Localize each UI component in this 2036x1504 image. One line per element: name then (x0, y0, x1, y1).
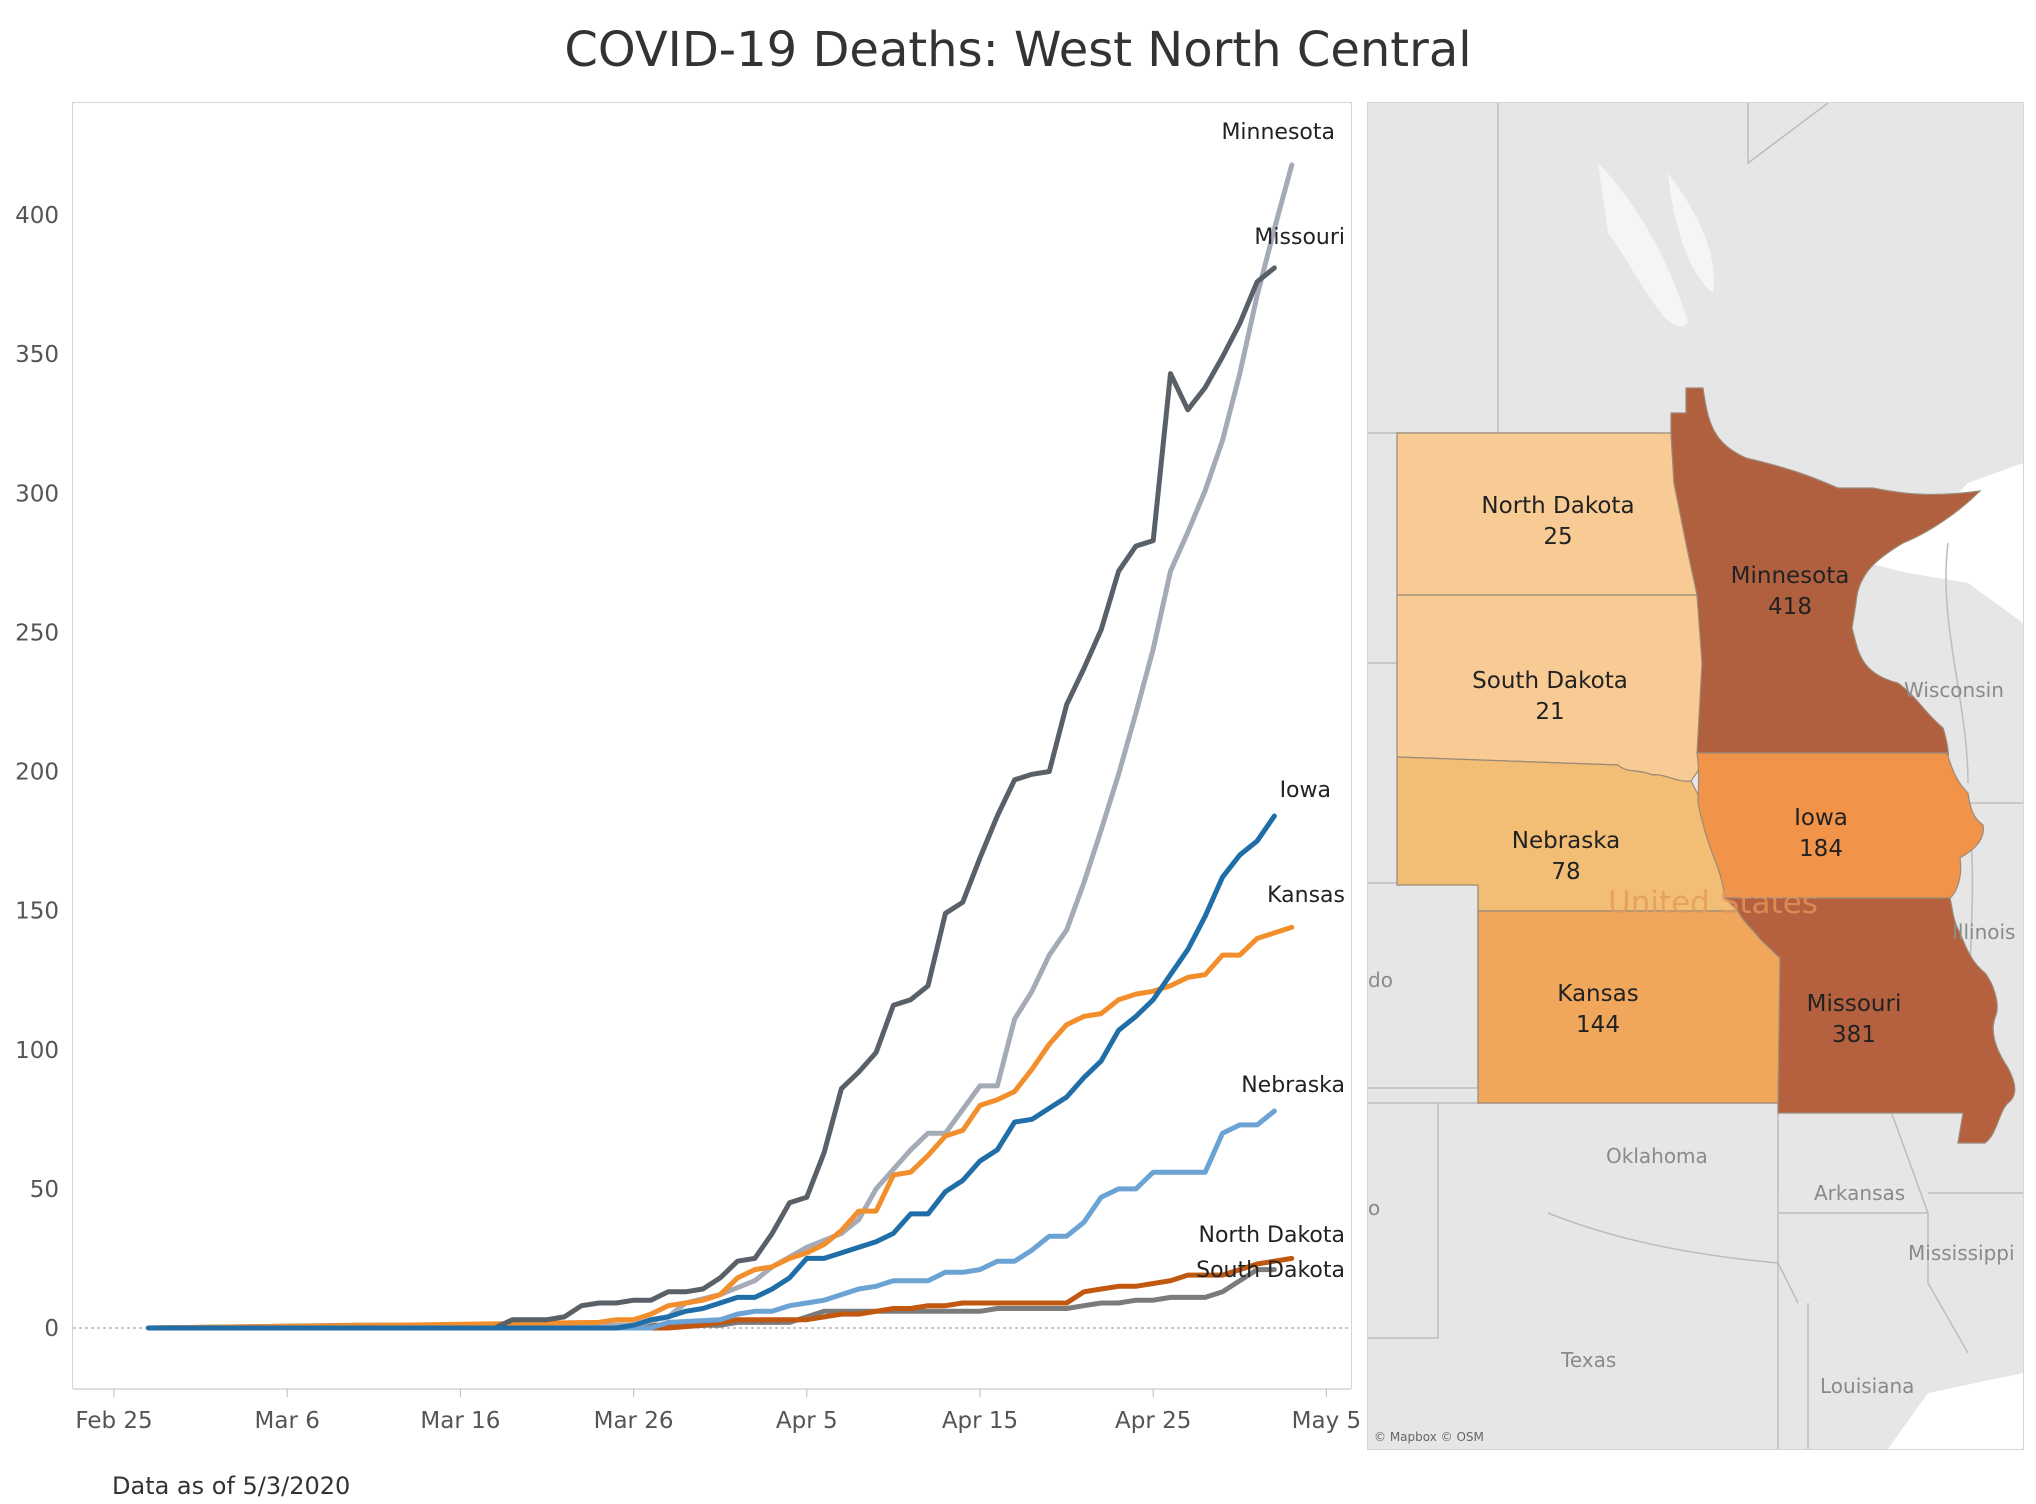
line-chart-svg: 0 50 100 150 200 250 300 350 400 Feb 25 Mar 6 Mar 1… (15, 120, 1361, 1434)
map-label-new-mexico-fragment: o (1368, 1196, 1380, 1220)
map-label-mississippi: Mississippi (1908, 1241, 2015, 1265)
state-name-label: South Dakota (1472, 668, 1628, 694)
x-tick-label: Feb 25 (75, 1408, 152, 1434)
y-tick-label: 200 (15, 760, 59, 786)
x-tick-label: Apr 15 (942, 1408, 1018, 1434)
y-tick-label: 400 (15, 203, 59, 229)
y-tick-label: 150 (15, 899, 59, 925)
map-label-illinois: Illinois (1952, 920, 2015, 944)
map-label-louisiana: Louisiana (1820, 1374, 1914, 1398)
x-tick-label: Mar 16 (420, 1408, 500, 1434)
map-svg: Wisconsin Illinois Oklahoma Arkansas Mis… (1368, 103, 2023, 1449)
state-minnesota[interactable] (1670, 387, 1982, 757)
state-name-label: Nebraska (1512, 828, 1621, 854)
state-value-label: 418 (1768, 594, 1812, 620)
chart-title: COVID-19 Deaths: West North Central (564, 22, 1472, 78)
lake-shape-2 (1668, 173, 1714, 293)
map-label-texas: Texas (1560, 1348, 1616, 1372)
x-tick-label: Mar 26 (594, 1408, 674, 1434)
map-label-united-states: United States (1608, 885, 1818, 921)
state-name-label: North Dakota (1481, 493, 1634, 519)
state-polygons (1396, 387, 2016, 1144)
state-value-labels: North Dakota 25 South Dakota 21 Nebraska 78 Ka… (1472, 493, 1901, 1048)
map-attribution: © Mapbox © OSM (1374, 1430, 1484, 1444)
series-label-nebraska: Nebraska (1241, 1073, 1345, 1098)
series-line-iowa (146, 813, 1277, 1331)
state-name-label: Missouri (1807, 991, 1902, 1017)
series-label-iowa: Iowa (1280, 778, 1331, 803)
state-name-label: Iowa (1794, 805, 1848, 831)
state-iowa[interactable] (1696, 752, 1984, 899)
series-line-north-dakota (146, 1255, 1295, 1331)
series-line-missouri (146, 265, 1277, 1331)
state-kansas[interactable] (1477, 910, 1781, 1104)
data-date-footnote: Data as of 5/3/2020 (112, 1472, 351, 1500)
x-tick-label: Apr 5 (776, 1408, 838, 1434)
y-tick-label: 250 (15, 620, 59, 646)
series-line-kansas (146, 924, 1295, 1331)
lake-superior (1868, 463, 2023, 623)
series-line-minnesota (146, 162, 1295, 1331)
x-tick-label: Apr 25 (1115, 1408, 1191, 1434)
choropleth-map-panel[interactable]: Wisconsin Illinois Oklahoma Arkansas Mis… (1367, 102, 2024, 1450)
state-missouri[interactable] (1723, 897, 2016, 1144)
state-value-label: 381 (1832, 1022, 1876, 1048)
state-value-label: 21 (1535, 699, 1564, 725)
state-value-label: 184 (1799, 836, 1843, 862)
map-label-wisconsin: Wisconsin (1904, 678, 2004, 702)
series-label-south-dakota: South Dakota (1196, 1258, 1345, 1283)
lake-shape (1598, 163, 1688, 327)
series-line-nebraska (146, 1108, 1277, 1331)
x-tick-label: Mar 6 (255, 1408, 320, 1434)
state-value-label: 25 (1543, 524, 1572, 550)
series-label-missouri: Missouri (1254, 225, 1345, 250)
map-label-arkansas: Arkansas (1814, 1181, 1905, 1205)
y-tick-label: 100 (15, 1038, 59, 1064)
y-tick-label: 350 (15, 342, 59, 368)
y-tick-label: 50 (30, 1177, 59, 1203)
state-name-label: Minnesota (1731, 563, 1850, 589)
series-label-minnesota: Minnesota (1221, 120, 1335, 145)
state-name-label: Kansas (1557, 981, 1638, 1007)
y-tick-label: 300 (15, 481, 59, 507)
state-value-label: 78 (1551, 859, 1580, 885)
x-tick-label: May 5 (1292, 1408, 1362, 1434)
y-tick-label: 0 (44, 1316, 59, 1342)
state-value-label: 144 (1576, 1012, 1620, 1038)
map-label-oklahoma: Oklahoma (1606, 1144, 1708, 1168)
line-chart-panel[interactable]: 0 50 100 150 200 250 300 350 400 Feb 25 Mar 6 Mar 1… (15, 102, 1361, 1434)
series-label-kansas: Kansas (1267, 883, 1345, 908)
gulf-water (1888, 1373, 2023, 1449)
map-label-colorado-fragment: do (1368, 968, 1393, 992)
series-label-north-dakota: North Dakota (1199, 1223, 1345, 1248)
